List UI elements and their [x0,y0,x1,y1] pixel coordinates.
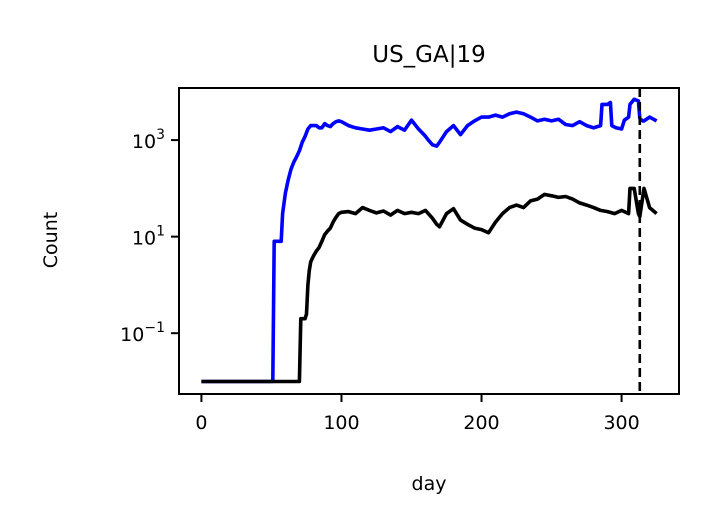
x-tick-label: 100 [323,412,359,434]
x-tick-label: 0 [195,412,207,434]
series-line-2 [201,186,658,384]
x-axis-label: day [412,473,447,495]
x-tick-label: 300 [603,412,639,434]
plot-area [178,87,680,395]
x-tick-label: 200 [463,412,499,434]
series-line-1 [201,97,658,384]
y-tick-label: 103 [132,127,165,153]
y-tick-label: 10−1 [120,320,165,346]
y-axis-label: Count [40,212,62,268]
ticks-layer: 0 100 200 300 103 101 10−1 [120,127,640,434]
chart-title: US_GA|19 [372,42,486,68]
y-tick-label: 101 [132,224,165,250]
plot-frame [178,87,680,395]
series-layer [201,97,658,384]
